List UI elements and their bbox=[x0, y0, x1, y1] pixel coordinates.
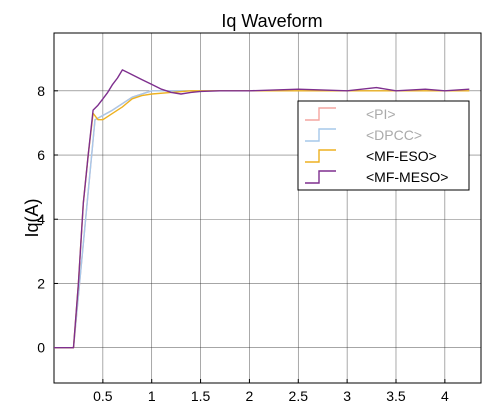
x-tick-label: 2.5 bbox=[289, 388, 309, 404]
legend-swatch bbox=[305, 107, 336, 121]
x-tick-label: 2 bbox=[246, 388, 254, 404]
y-tick-label: 0 bbox=[37, 340, 45, 356]
legend-swatch bbox=[305, 128, 336, 142]
x-tick-label: 3 bbox=[343, 388, 351, 404]
legend-entry-label: <MF-ESO> bbox=[366, 148, 437, 164]
x-tick-label: 3.5 bbox=[386, 388, 406, 404]
chart-title: Iq Waveform bbox=[221, 11, 322, 31]
axis-ticks: 0.5 1 1.5 2 2.5 3 3.5 4 0 2 4 6 8 bbox=[37, 83, 449, 404]
legend-entry-label: <PI> bbox=[366, 106, 396, 122]
legend-swatch bbox=[305, 170, 336, 184]
y-tick-label: 4 bbox=[37, 211, 45, 227]
x-tick-label: 4 bbox=[441, 388, 449, 404]
plot-area-frame bbox=[53, 32, 482, 384]
y-tick-label: 6 bbox=[37, 147, 45, 163]
series-lines bbox=[54, 69, 470, 349]
x-tick-label: 0.5 bbox=[93, 388, 113, 404]
y-axis-label: Iq(A) bbox=[22, 198, 42, 237]
legend-swatch bbox=[305, 149, 336, 163]
legend-entry-label: <DPCC> bbox=[366, 127, 422, 143]
x-tick-label: 1.5 bbox=[191, 388, 211, 404]
series-line-4 bbox=[54, 69, 470, 349]
legend: <PI> <DPCC> <MF-ESO> <MF-MESO> bbox=[297, 100, 470, 191]
legend-entry-label: <MF-MESO> bbox=[366, 169, 448, 185]
y-tick-label: 8 bbox=[37, 83, 45, 99]
legend-box bbox=[297, 100, 470, 191]
x-tick-label: 1 bbox=[148, 388, 156, 404]
y-tick-label: 2 bbox=[37, 275, 45, 291]
